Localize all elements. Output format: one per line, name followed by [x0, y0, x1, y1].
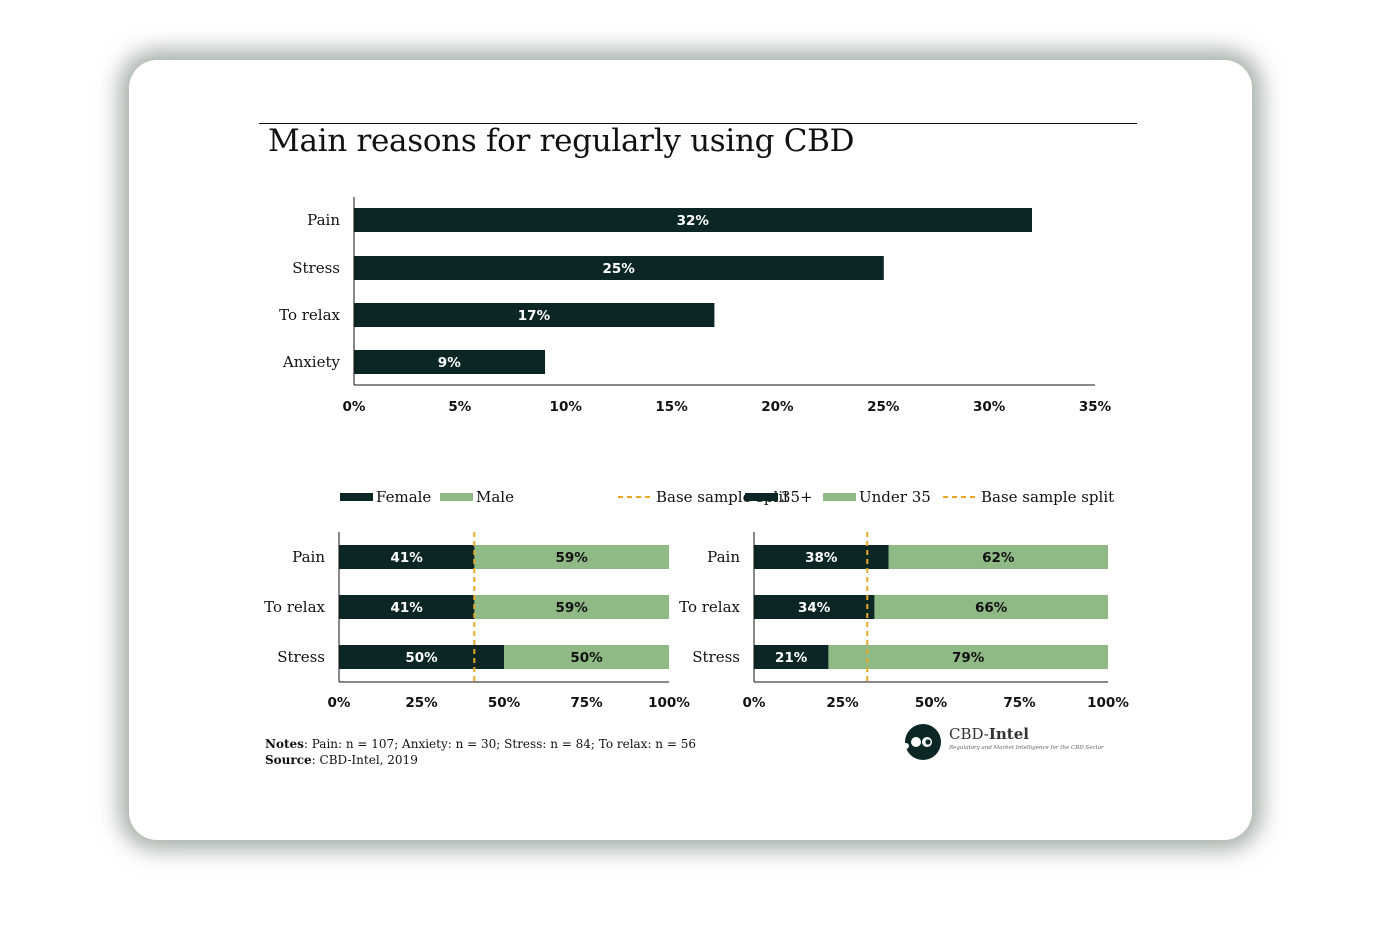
- legend-swatch-Under 35: [823, 493, 856, 501]
- source-line: Source: CBD-Intel, 2019: [265, 752, 696, 768]
- category-label: To relax: [679, 598, 740, 616]
- x-tick-label: 20%: [761, 399, 794, 415]
- x-tick-label: 0%: [328, 695, 351, 711]
- x-tick-label: 100%: [648, 695, 690, 711]
- category-label: Stress: [292, 259, 340, 277]
- legend-label: Under 35: [859, 488, 931, 506]
- category-label: Stress: [692, 648, 740, 666]
- bar-segment-Under 35: [874, 595, 1108, 619]
- data-label: 41%: [390, 550, 423, 566]
- legend-swatch-35+: [745, 493, 778, 501]
- x-tick-label: 30%: [973, 399, 1006, 415]
- bar-segment-35+: [754, 545, 890, 569]
- category-label: To relax: [279, 306, 340, 324]
- x-tick-label: 5%: [448, 399, 471, 415]
- source-label: Source: [265, 753, 312, 767]
- data-label: 38%: [805, 550, 838, 566]
- logo-tagline: Regulatory and Market Intelligence for t…: [949, 745, 1104, 751]
- legend-label: Female: [376, 488, 431, 506]
- data-label: 21%: [775, 650, 808, 666]
- x-tick-label: 0%: [743, 695, 766, 711]
- legend-swatch-Male: [440, 493, 473, 501]
- category-label: Stress: [277, 648, 325, 666]
- category-label: Pain: [292, 548, 325, 566]
- category-label: Anxiety: [282, 353, 341, 371]
- logo-mark-icon: [903, 724, 941, 760]
- age-split-chart: 35+ Under 35 Base sample split Pain 38% 62% To…: [679, 488, 1129, 711]
- gender-split-chart: Female Male Base sample split Pain 41% 59% To …: [264, 488, 789, 711]
- top-bar-chart: Pain 32% Stress 25% To relax 17% Anxiety 9% 0% 5%…: [279, 197, 1112, 415]
- x-tick-label: 50%: [915, 695, 948, 711]
- logo-name-prefix: CBD-: [949, 725, 989, 743]
- data-label: 50%: [570, 650, 603, 666]
- legend-swatch-Female: [340, 493, 373, 501]
- category-label: Pain: [707, 548, 740, 566]
- notes-text: : Pain: n = 107; Anxiety: n = 30; Stress…: [303, 737, 696, 751]
- data-label: 9%: [438, 355, 461, 371]
- bar-segment-35+: [754, 645, 829, 669]
- x-tick-label: 75%: [1003, 695, 1036, 711]
- bar-segment-Female: [339, 595, 475, 619]
- data-label: 59%: [555, 600, 588, 616]
- legend-label: 35+: [781, 488, 813, 506]
- data-label: 34%: [798, 600, 831, 616]
- notes-block: Notes: Pain: n = 107; Anxiety: n = 30; S…: [265, 736, 696, 768]
- x-tick-label: 25%: [826, 695, 859, 711]
- x-tick-label: 100%: [1087, 695, 1129, 711]
- legend-label: Male: [476, 488, 514, 506]
- bar-segment-Male: [504, 645, 669, 669]
- source-text: : CBD-Intel, 2019: [311, 753, 418, 767]
- x-tick-label: 15%: [655, 399, 688, 415]
- bar: [354, 303, 715, 327]
- title-rule: [259, 123, 1137, 124]
- bar-segment-Under 35: [888, 545, 1108, 569]
- data-label: 25%: [602, 261, 635, 277]
- notes-label: Notes: [265, 737, 304, 751]
- x-tick-label: 75%: [570, 695, 603, 711]
- bar-segment-Under 35: [828, 645, 1108, 669]
- bar: [354, 208, 1032, 232]
- logo-name-bold: Intel: [988, 725, 1029, 743]
- bar-segment-35+: [754, 595, 875, 619]
- x-tick-label: 35%: [1079, 399, 1112, 415]
- category-label: Pain: [307, 211, 340, 229]
- data-label: 62%: [982, 550, 1015, 566]
- cbd-intel-logo: CBD-Intel Regulatory and Market Intellig…: [903, 722, 1133, 764]
- logo-name: CBD-Intel: [949, 725, 1029, 743]
- x-tick-label: 0%: [343, 399, 366, 415]
- bar-segment-Male: [474, 595, 669, 619]
- data-label: 50%: [405, 650, 438, 666]
- category-label: To relax: [264, 598, 325, 616]
- bar-segment-Female: [339, 645, 505, 669]
- data-label: 66%: [975, 600, 1008, 616]
- bar: [354, 256, 884, 280]
- x-tick-label: 25%: [867, 399, 900, 415]
- legend-label: Base sample split: [981, 488, 1114, 506]
- legend-label: Base sample split: [656, 488, 789, 506]
- bar-segment-Male: [474, 545, 669, 569]
- data-label: 17%: [518, 308, 551, 324]
- x-tick-label: 50%: [488, 695, 521, 711]
- x-tick-label: 25%: [405, 695, 438, 711]
- bar-segment-Female: [339, 545, 475, 569]
- bar: [354, 350, 546, 374]
- data-label: 59%: [555, 550, 588, 566]
- data-label: 32%: [677, 213, 710, 229]
- data-label: 41%: [390, 600, 423, 616]
- notes-line: Notes: Pain: n = 107; Anxiety: n = 30; S…: [265, 736, 696, 752]
- chart-card: [129, 60, 1252, 840]
- chart-title: Main reasons for regularly using CBD: [268, 123, 855, 159]
- data-label: 79%: [952, 650, 985, 666]
- x-tick-label: 10%: [550, 399, 583, 415]
